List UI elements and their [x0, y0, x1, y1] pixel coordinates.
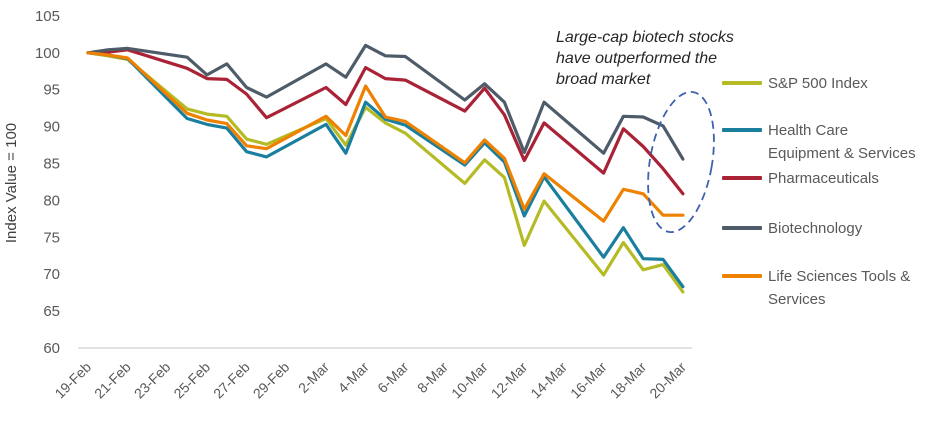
x-axis-tick-label: 29-Feb [250, 359, 293, 402]
x-axis-tick-label: 20-Mar [646, 359, 689, 402]
x-axis-tick-label: 18-Mar [607, 359, 650, 402]
annotation-line-1: Large-cap biotech stocks [556, 29, 734, 46]
y-axis-tick-label: 105 [35, 8, 60, 25]
y-axis-title: Index Value = 100 [3, 123, 20, 243]
highlight-ellipse [647, 90, 715, 234]
legend-swatch-pharmaceuticals [722, 176, 762, 180]
chart-annotation: Large-cap biotech stocks have outperform… [556, 27, 776, 90]
x-axis-tick-label: 2-Mar [295, 359, 332, 396]
x-axis-tick-label: 25-Feb [170, 359, 213, 402]
y-axis-tick-label: 100 [35, 45, 60, 62]
y-axis-tick-label: 65 [43, 303, 60, 320]
x-axis-tick-label: 23-Feb [131, 359, 174, 402]
series-line-life-sciences-tools-services [86, 51, 685, 223]
legend-label-pharmaceuticals: Pharmaceuticals [768, 170, 879, 187]
legend-item-healthcare: Health Care Equipment & Services [722, 119, 916, 165]
x-axis-tick-label: 6-Mar [374, 359, 411, 396]
series-line-s-p-500-index [86, 51, 685, 294]
y-axis-tick-label: 90 [43, 119, 60, 136]
x-axis-tick-label: 12-Mar [488, 359, 531, 402]
series-line-health-care-equipment-services [86, 51, 685, 289]
legend-label-healthcare: Health Care Equipment & Services [768, 122, 916, 162]
x-axis-tick-label: 21-Feb [91, 359, 134, 402]
series-line-pharmaceuticals [86, 48, 685, 196]
x-axis-tick-label: 19-Feb [51, 359, 94, 402]
y-axis-tick-label: 80 [43, 192, 60, 209]
annotation-line-3: broad market [556, 71, 651, 88]
legend-swatch-lifesciences [722, 274, 762, 278]
legend-item-sp500: S&P 500 Index [722, 72, 868, 95]
legend-swatch-biotechnology [722, 226, 762, 230]
legend-swatch-sp500 [722, 81, 762, 85]
x-axis-tick-label: 10-Mar [448, 359, 491, 402]
legend-item-pharmaceuticals: Pharmaceuticals [722, 167, 879, 190]
legend-item-biotechnology: Biotechnology [722, 217, 862, 240]
legend-label-sp500: S&P 500 Index [768, 75, 868, 92]
y-axis-tick-label: 70 [43, 266, 60, 283]
y-axis-tick-label: 75 [43, 229, 60, 246]
x-axis-tick-label: 16-Mar [567, 359, 610, 402]
x-axis-tick-label: 8-Mar [414, 359, 451, 396]
x-axis-tick-label: 27-Feb [210, 359, 253, 402]
legend-label-biotechnology: Biotechnology [768, 220, 863, 237]
x-axis-tick-label: 14-Mar [527, 359, 570, 402]
y-axis-tick-label: 85 [43, 156, 60, 173]
legend-label-lifesciences: Life Sciences Tools & Services [768, 268, 911, 308]
y-axis-tick-label: 95 [43, 82, 60, 99]
y-axis-tick-label: 60 [43, 340, 60, 357]
legend-item-lifesciences: Life Sciences Tools & Services [722, 265, 910, 311]
x-axis-tick-label: 4-Mar [335, 359, 372, 396]
series-line-biotechnology [86, 43, 685, 161]
annotation-line-2: have outperformed the [556, 50, 717, 67]
legend-swatch-healthcare [722, 128, 762, 132]
